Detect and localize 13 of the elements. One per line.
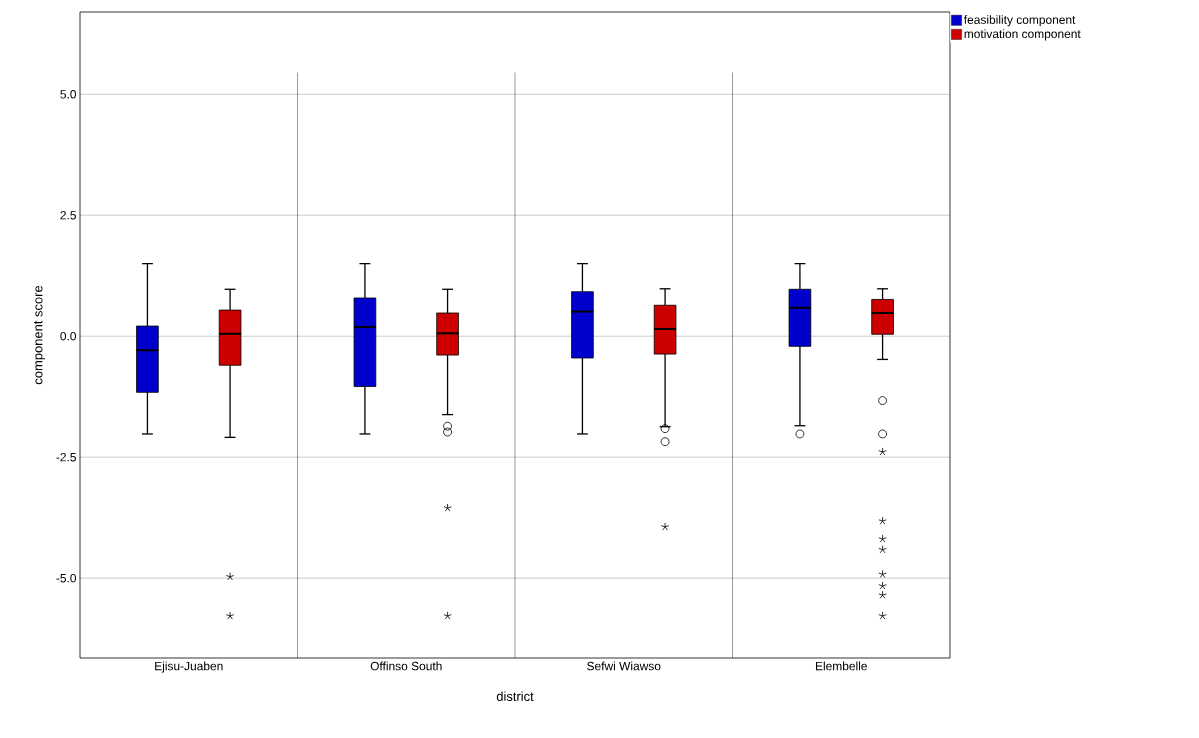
y-tick-label: 0.0 — [60, 331, 77, 341]
x-tick-label: Sefwi Wiawso — [587, 661, 661, 671]
x-tick-label: Offinso South — [370, 661, 442, 671]
y-tick-label: -5.0 — [56, 573, 77, 583]
legend-label: feasibility component — [963, 15, 1076, 27]
x-tick-label: Elembelle — [815, 661, 867, 671]
y-tick-label: -2.5 — [56, 452, 76, 462]
x-axis-title: district — [496, 691, 534, 701]
x-tick-label: Ejisu-Juaben — [155, 661, 223, 673]
legend-label: motivation component — [964, 29, 1081, 41]
y-tick-label: 2.5 — [60, 211, 76, 220]
y-axis-title: component score — [33, 285, 46, 385]
y-tick-label: 5.0 — [60, 90, 77, 99]
